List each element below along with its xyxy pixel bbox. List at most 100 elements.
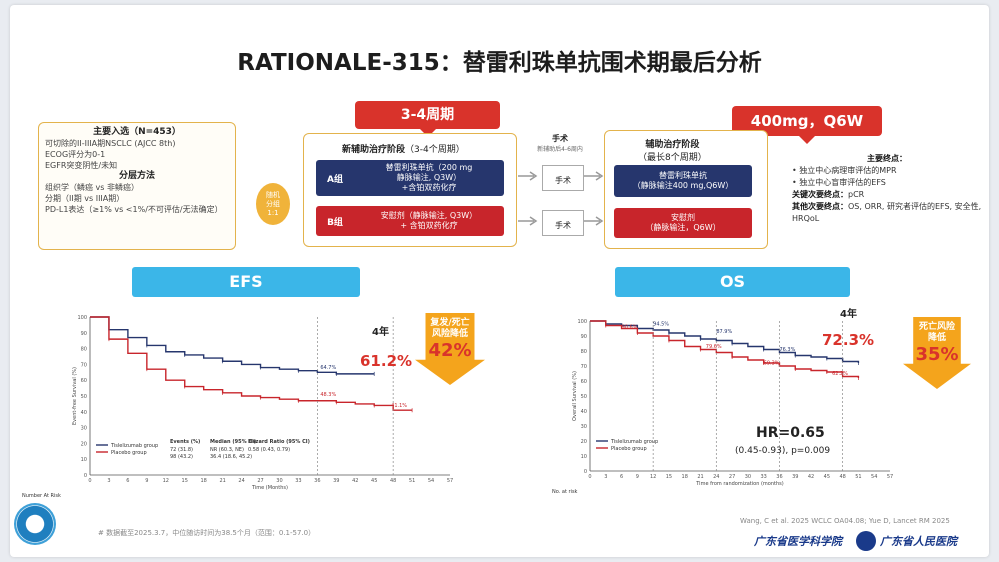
x-tick-label: 12 xyxy=(163,478,169,484)
x-tick-label: 42 xyxy=(352,478,358,484)
x-tick-label: 12 xyxy=(650,474,656,480)
hospital-name-right: 广东省人民医院 xyxy=(880,535,957,548)
legend-label: Tislelizumab group xyxy=(110,443,158,449)
criteria-item: ECOG评分为0-1 xyxy=(45,150,106,159)
y-tick-label: 30 xyxy=(581,424,587,430)
y-tick-label: 100 xyxy=(77,315,87,321)
x-tick-label: 30 xyxy=(276,478,282,484)
x-tick-label: 33 xyxy=(760,474,766,480)
efs-table-cell: NR (60.3, NE) xyxy=(210,447,244,453)
x-tick-label: 9 xyxy=(636,474,639,480)
efs-table-cell: 72 (31.8) xyxy=(170,447,193,453)
y-tick-label: 60 xyxy=(81,378,87,384)
x-tick-label: 42 xyxy=(808,474,814,480)
criteria-item: 可切除的II-IIIA期NSCLC (AJCC 8th) xyxy=(45,139,176,148)
neoadj-group-a: A组 替雷利珠单抗（200 mg 静脉输注, Q3W） +含铂双药化疗 xyxy=(316,160,504,196)
x-tick-label: 27 xyxy=(729,474,735,480)
endpoints-list: 主要终点： • 独立中心病理审评估的MPR • 独立中心盲审评估的EFS 关键次… xyxy=(792,154,982,223)
os-landmark-label: 76.3% xyxy=(779,347,795,353)
adj-title: 辅助治疗阶段 （最长8个周期） xyxy=(638,140,707,163)
os-landmark-label: 79.6% xyxy=(706,344,722,350)
efs-pct: 61.2% xyxy=(360,352,413,370)
x-tick-label: 15 xyxy=(182,478,188,484)
y-tick-label: 90 xyxy=(581,334,587,340)
hospital-logo xyxy=(14,503,56,545)
criteria-heading: 主要入选（N=453） xyxy=(93,127,181,137)
x-tick-label: 57 xyxy=(447,478,453,484)
group-b-text: 安慰剂（静脉输注, Q3W） + 含铂双药化疗 xyxy=(380,211,478,230)
series-line-placebo xyxy=(90,316,413,411)
group-a-label: A组 xyxy=(327,174,343,185)
x-tick-label: 18 xyxy=(682,474,688,480)
x-tick-label: 54 xyxy=(428,478,434,484)
adj-group-b: 安慰剂 （静脉输注，Q6W） xyxy=(614,208,752,238)
inclusion-criteria-box: 主要入选（N=453） 可切除的II-IIIA期NSCLC (AJCC 8th)… xyxy=(38,122,236,250)
x-tick-label: 51 xyxy=(409,478,415,484)
x-tick-label: 6 xyxy=(620,474,623,480)
adj-group-b-text: 安慰剂 （静脉输注，Q6W） xyxy=(645,213,721,232)
os-ci: (0.45-0.93), p=0.009 xyxy=(735,446,831,456)
group-a-text: 替雷利珠单抗（200 mg 静脉输注, Q3W） +含铂双药化疗 xyxy=(385,163,473,192)
surgery-box-a: 手术 xyxy=(542,165,584,191)
efs-table-cell: 98 (43.2) xyxy=(170,454,193,460)
efs-table-head: Median (95% CI) xyxy=(210,439,256,445)
hospital-name-left: 广东省医学科学院 xyxy=(754,535,842,548)
legend-label: Placebo group xyxy=(111,450,147,456)
x-tick-label: 39 xyxy=(333,478,339,484)
x-tick-label: 48 xyxy=(390,478,396,484)
arrow-icon xyxy=(518,171,538,181)
os-pct: 72.3% xyxy=(822,331,875,349)
x-tick-label: 24 xyxy=(238,478,244,484)
os-landmark-label: 87.9% xyxy=(716,329,732,335)
y-tick-label: 10 xyxy=(581,454,587,460)
x-tick-label: 27 xyxy=(257,478,263,484)
x-tick-label: 0 xyxy=(88,478,91,484)
x-tick-label: 24 xyxy=(713,474,719,480)
x-axis-label: Time (Months) xyxy=(251,485,288,491)
os-banner: OS xyxy=(615,267,850,297)
y-tick-label: 20 xyxy=(581,439,587,445)
y-tick-label: 30 xyxy=(81,426,87,432)
x-tick-label: 51 xyxy=(855,474,861,480)
x-tick-label: 48 xyxy=(839,474,845,480)
x-tick-label: 9 xyxy=(145,478,148,484)
x-tick-label: 39 xyxy=(792,474,798,480)
os-hr: HR=0.65 xyxy=(756,425,825,441)
x-tick-label: 54 xyxy=(871,474,877,480)
y-tick-label: 20 xyxy=(81,441,87,447)
randomize-badge: 随机 分组 1:1 xyxy=(256,183,290,225)
criteria-item: EGFR突变阴性/未知 xyxy=(45,161,118,170)
strat-heading: 分层方法 xyxy=(118,171,155,181)
os-landmark-label: 62.2% xyxy=(832,371,848,377)
y-tick-label: 70 xyxy=(81,362,87,368)
y-tick-label: 10 xyxy=(81,457,87,463)
efs-landmark-label: 48.3% xyxy=(320,392,336,398)
y-tick-label: 50 xyxy=(581,394,587,400)
page-title: RATIONALE-315：替雷利珠单抗围术期最后分析 xyxy=(237,50,762,76)
y-axis-label: Event-free Survival (%) xyxy=(72,367,78,425)
x-tick-label: 45 xyxy=(824,474,830,480)
strat-item: PD-L1表达（≥1% vs <1%/不可评估/无法确定） xyxy=(45,205,223,214)
x-tick-label: 33 xyxy=(295,478,301,484)
neoadj-cycles-callout: 3-4周期 xyxy=(355,101,500,137)
x-tick-label: 21 xyxy=(219,478,225,484)
os-risk-reduction: 死亡风险 降低 35% xyxy=(903,317,971,389)
legend-label: Placebo group xyxy=(611,446,647,452)
efs-table-cell: 36.4 (18.6, 45.2) xyxy=(210,454,252,460)
slide: RATIONALE-315：替雷利珠单抗围术期最后分析 主要入选（N=453） … xyxy=(10,5,989,557)
y-tick-label: 60 xyxy=(581,379,587,385)
efs-table-cell: 0.58 (0.43, 0.79) xyxy=(248,447,290,453)
neoadj-title: 新辅助治疗阶段（3-4个周期） xyxy=(342,145,465,155)
x-tick-label: 3 xyxy=(107,478,110,484)
y-tick-label: 0 xyxy=(84,473,87,479)
x-tick-label: 18 xyxy=(200,478,206,484)
arrow-icon xyxy=(584,171,604,181)
x-tick-label: 6 xyxy=(126,478,129,484)
arrow-icon xyxy=(584,216,604,226)
x-tick-label: 3 xyxy=(604,474,607,480)
os-landmark-label: 69.3% xyxy=(764,361,780,367)
arrow-icon xyxy=(518,216,538,226)
y-tick-label: 50 xyxy=(81,394,87,400)
